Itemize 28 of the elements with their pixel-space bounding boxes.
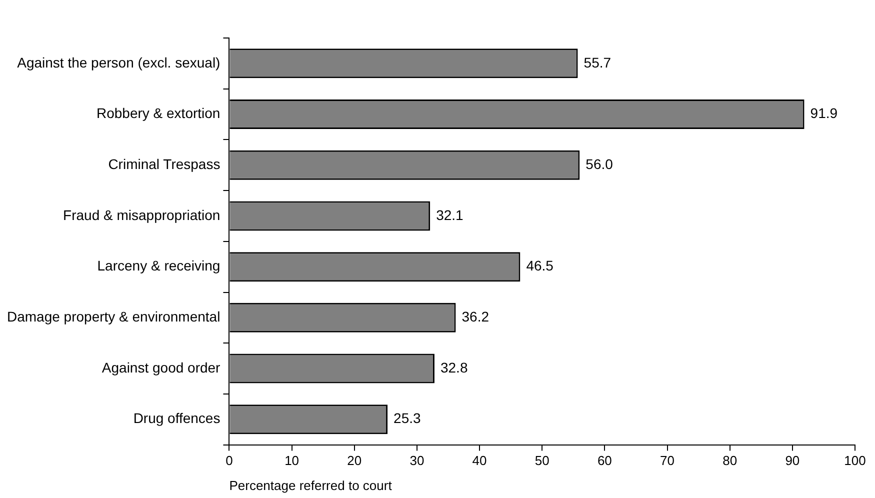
- y-tick-label: Robbery & extortion: [96, 105, 220, 122]
- data-label: 25.3: [394, 410, 422, 426]
- y-tick-label: Damage property & environmental: [6, 308, 220, 325]
- y-tick-label: Drug offences: [133, 410, 220, 426]
- data-label: 55.7: [584, 54, 612, 70]
- x-tick-label: 0: [226, 453, 233, 468]
- x-axis-title: Percentage referred to court: [229, 478, 392, 493]
- data-label: 32.8: [440, 359, 468, 376]
- x-tick-label: 70: [660, 453, 674, 468]
- x-tick-label: 90: [785, 453, 800, 468]
- data-label: 56.0: [586, 156, 614, 172]
- data-label: 32.1: [436, 206, 464, 223]
- data-label: 46.5: [526, 258, 554, 274]
- x-tick-label: 10: [284, 453, 300, 468]
- x-tick-label: 50: [534, 453, 550, 468]
- y-tick-label: Larceny & receiving: [97, 258, 220, 274]
- x-tick-label: 80: [722, 453, 738, 468]
- x-tick-label: 60: [597, 453, 612, 468]
- x-tick-label: 30: [410, 453, 424, 468]
- data-label: 91.9: [810, 105, 838, 122]
- data-label: 36.2: [462, 308, 490, 325]
- y-tick-label: Against the person (excl. sexual): [17, 54, 220, 70]
- y-tick-label: Criminal Trespass: [108, 156, 220, 172]
- y-tick-label: Against good order: [102, 359, 221, 376]
- x-tick-label: 20: [347, 453, 362, 468]
- y-tick-label: Fraud & misappropriation: [63, 206, 220, 223]
- x-tick-label: 100: [844, 453, 866, 468]
- x-tick-label: 40: [472, 453, 487, 468]
